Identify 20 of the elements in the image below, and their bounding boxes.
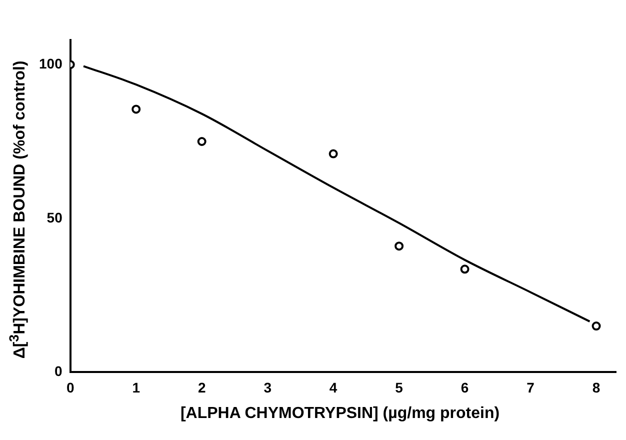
y-tick-label: 0 (54, 363, 63, 380)
point (394, 242, 404, 251)
x-tick-label: 5 (395, 379, 404, 396)
x-tick-label: 7 (526, 379, 535, 396)
x-tick-label: 2 (198, 379, 206, 396)
x-tick-label: 1 (132, 379, 140, 396)
y-tick-label: 50 (46, 209, 63, 226)
point (328, 149, 338, 158)
x-tick-label: 0 (66, 379, 74, 396)
x-axis-title: [ALPHA CHYMOTRYPSIN] (µg/mg protein) (179, 405, 501, 423)
point (592, 322, 601, 331)
point (132, 104, 141, 114)
y-tick-label: 100 (39, 55, 63, 72)
point (460, 264, 470, 274)
x-tick-label: 8 (592, 379, 600, 396)
x-tick-label: 6 (460, 379, 469, 396)
point (197, 137, 206, 146)
x-tick-label: 3 (264, 379, 272, 396)
line-series (82, 65, 591, 322)
x-tick-label: 4 (329, 379, 338, 396)
